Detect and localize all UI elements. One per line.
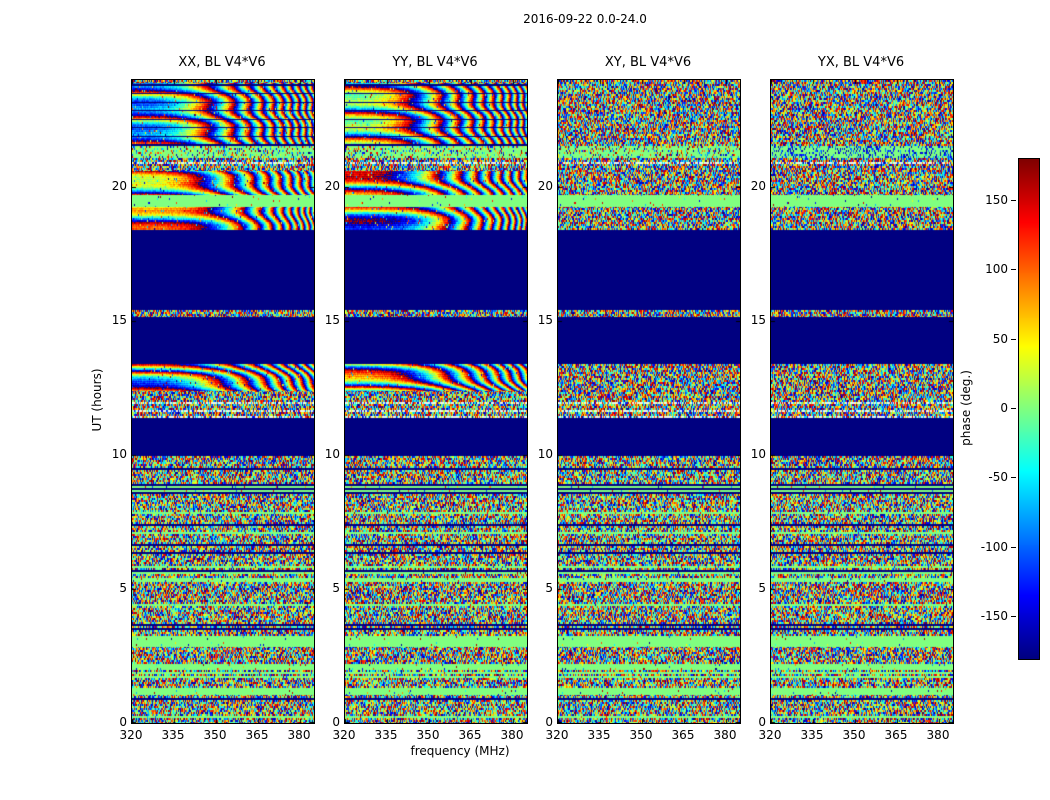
y-tick-label: 20 [750,179,766,194]
heatmap-canvas-yy [345,80,527,723]
x-tick-label: 335 [374,728,398,742]
y-tick-label: 0 [758,715,766,729]
x-tick-label: 365 [245,728,269,742]
colorbar-tick-label: -150 [980,609,1008,624]
panel-xy [557,79,741,724]
x-tick-label: 335 [587,728,611,742]
heatmap-canvas-xy [558,80,740,723]
x-tick-label: 350 [629,728,653,742]
y-tick-label: 5 [332,581,340,596]
x-tick-label: 350 [416,728,440,742]
x-tick-label: 335 [161,728,185,742]
y-tick-label: 0 [332,715,340,729]
x-tick-label: 335 [800,728,824,742]
panel-yy [344,79,528,724]
x-tick-label: 350 [203,728,227,742]
colorbar-tick-mark [1011,547,1016,548]
figure-title: 2016-09-22 0.0-24.0 [523,12,647,26]
x-tick-label: 350 [842,728,866,742]
panel-yx [770,79,954,724]
y-tick-label: 10 [750,447,766,462]
x-tick-label: 365 [458,728,482,742]
heatmap-canvas-yx [771,80,953,723]
colorbar-tick-label: -50 [988,470,1008,485]
panel-title-xy: XY, BL V4*V6 [604,55,692,70]
colorbar-tick-mark [1011,269,1016,270]
x-tick-label: 365 [884,728,908,742]
y-tick-label: 5 [545,581,553,596]
x-tick-label: 365 [671,728,695,742]
y-tick-label: 5 [119,581,127,596]
x-tick-label: 380 [500,728,524,742]
x-tick-label: 320 [119,728,143,742]
x-axis-label: frequency (MHz) [410,744,510,758]
y-tick-label: 15 [537,313,553,328]
y-tick-label: 15 [111,313,127,328]
colorbar-tick-mark [1011,408,1016,409]
panel-title-yy: YY, BL V4*V6 [392,55,478,70]
y-tick-label: 10 [537,447,553,462]
colorbar-canvas [1019,159,1039,659]
y-tick-label: 20 [537,179,553,194]
colorbar-tick-mark [1011,616,1016,617]
heatmap-canvas-xx [132,80,314,723]
x-tick-label: 320 [332,728,356,742]
y-tick-label: 0 [545,715,553,729]
colorbar-tick-mark [1011,200,1016,201]
colorbar-tick-label: -100 [980,539,1008,554]
y-tick-label: 20 [324,179,340,194]
colorbar [1018,158,1040,660]
panel-xx [131,79,315,724]
y-axis-label: UT (hours) [90,368,104,432]
y-tick-label: 10 [324,447,340,462]
y-tick-label: 20 [111,179,127,194]
y-tick-label: 15 [324,313,340,328]
x-tick-label: 320 [758,728,782,742]
colorbar-tick-label: 0 [1000,401,1008,415]
colorbar-tick-label: 100 [985,262,1008,277]
panel-title-yx: YX, BL V4*V6 [817,55,905,70]
colorbar-tick-mark [1011,477,1016,478]
colorbar-tick-label: 150 [985,192,1008,207]
x-tick-label: 320 [545,728,569,742]
x-tick-label: 380 [713,728,737,742]
colorbar-tick-mark [1011,339,1016,340]
panel-title-xx: XX, BL V4*V6 [178,55,266,70]
y-tick-label: 15 [750,313,766,328]
colorbar-tick-label: 50 [992,331,1008,346]
y-tick-label: 5 [758,581,766,596]
y-tick-label: 0 [119,715,127,729]
y-tick-label: 10 [111,447,127,462]
x-tick-label: 380 [926,728,950,742]
x-tick-label: 380 [287,728,311,742]
